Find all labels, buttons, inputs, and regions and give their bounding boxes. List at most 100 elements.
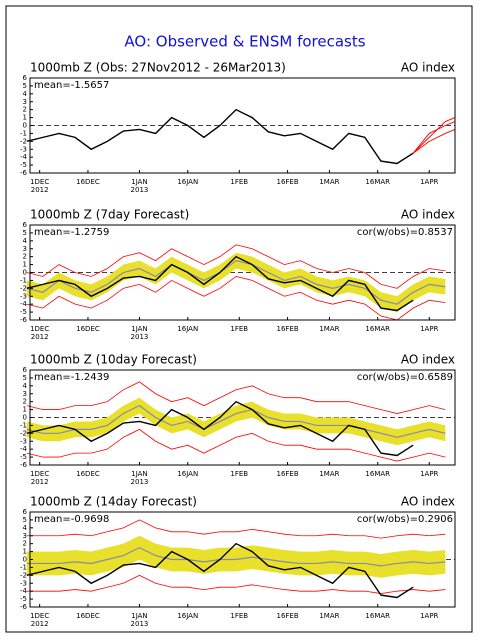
y-tick-label: 0 bbox=[23, 269, 27, 277]
spread-band bbox=[26, 535, 446, 578]
panel-right-label: AO index bbox=[401, 495, 455, 509]
y-tick-label: 2 bbox=[23, 398, 27, 406]
y-tick-label: -3 bbox=[20, 145, 27, 153]
x-tick-label: 1MAR bbox=[319, 612, 339, 620]
y-tick-label: 0 bbox=[23, 414, 27, 422]
y-tick-label: -5 bbox=[20, 453, 27, 461]
x-tick-label: 1JAN bbox=[131, 612, 147, 620]
x-tick-label: 16FEB bbox=[276, 325, 298, 333]
y-tick-label: -5 bbox=[20, 595, 27, 603]
y-tick-label: 5 bbox=[23, 516, 27, 524]
y-tick-label: -6 bbox=[20, 316, 28, 324]
y-tick-label: -6 bbox=[20, 169, 28, 177]
ensemble-mean bbox=[26, 259, 446, 305]
y-tick-label: -1 bbox=[20, 276, 27, 284]
y-tick-label: -5 bbox=[20, 308, 27, 316]
y-tick-label: 5 bbox=[23, 229, 27, 237]
y-tick-label: -1 bbox=[20, 421, 27, 429]
spread-band bbox=[26, 397, 446, 446]
y-tick-label: -4 bbox=[20, 153, 28, 161]
y-tick-label: 1 bbox=[23, 114, 27, 122]
spread-band bbox=[26, 252, 446, 313]
envelope-line bbox=[26, 519, 446, 539]
year-label: 2013 bbox=[131, 478, 149, 486]
envelope-line bbox=[26, 428, 446, 462]
x-tick-label: 1FEB bbox=[230, 612, 248, 620]
y-tick-label: 3 bbox=[23, 98, 27, 106]
year-label: 2013 bbox=[131, 620, 149, 628]
envelope-line bbox=[26, 381, 446, 414]
panel-title: 1000mb Z (10day Forecast) bbox=[30, 353, 197, 367]
x-tick-label: 1APR bbox=[420, 470, 438, 478]
observed-line bbox=[26, 255, 414, 312]
panel-title: 1000mb Z (14day Forecast) bbox=[30, 495, 197, 509]
y-tick-label: 2 bbox=[23, 540, 27, 548]
x-tick-label: 16JAN bbox=[177, 470, 198, 478]
y-tick-label: -1 bbox=[20, 129, 27, 137]
x-tick-label: 16DEC bbox=[76, 325, 100, 333]
x-tick-label: 16JAN bbox=[177, 178, 198, 186]
x-tick-label: 1JAN bbox=[131, 325, 147, 333]
y-tick-label: 3 bbox=[23, 532, 27, 540]
panel-title: 1000mb Z (Obs: 27Nov2012 - 26Mar2013) bbox=[30, 61, 286, 75]
x-tick-label: 1APR bbox=[420, 178, 438, 186]
ensemble-mean bbox=[26, 404, 446, 438]
y-tick-label: -5 bbox=[20, 161, 27, 169]
x-tick-label: 16DEC bbox=[76, 470, 100, 478]
year-label: 2013 bbox=[131, 333, 149, 341]
y-tick-label: 0 bbox=[23, 556, 27, 564]
envelope-line bbox=[26, 574, 446, 594]
y-tick-label: 2 bbox=[23, 106, 27, 114]
year-label: 2012 bbox=[31, 333, 49, 341]
y-tick-label: -3 bbox=[20, 579, 27, 587]
y-tick-label: -2 bbox=[20, 571, 27, 579]
y-tick-label: 4 bbox=[23, 90, 28, 98]
y-tick-label: 6 bbox=[23, 508, 28, 516]
forecast-line bbox=[412, 117, 456, 154]
y-tick-label: 1 bbox=[23, 548, 27, 556]
y-tick-label: -2 bbox=[20, 429, 27, 437]
y-tick-label: -6 bbox=[20, 603, 28, 611]
y-tick-label: 6 bbox=[23, 366, 28, 374]
x-tick-label: 16MAR bbox=[365, 178, 390, 186]
mean-stat: mean=-1.2759 bbox=[34, 227, 109, 238]
y-tick-label: 4 bbox=[23, 524, 28, 532]
y-tick-label: -2 bbox=[20, 137, 27, 145]
x-tick-label: 1APR bbox=[420, 612, 438, 620]
y-tick-label: 4 bbox=[23, 382, 28, 390]
mean-stat: mean=-0.9698 bbox=[34, 514, 109, 525]
panel-right-label: AO index bbox=[401, 61, 455, 75]
observed-line bbox=[26, 400, 414, 457]
y-tick-label: 4 bbox=[23, 237, 28, 245]
x-tick-label: 16DEC bbox=[76, 178, 100, 186]
x-tick-label: 1FEB bbox=[230, 470, 248, 478]
cor-stat: cor(w/obs)=0.2906 bbox=[357, 514, 453, 525]
y-tick-label: 3 bbox=[23, 245, 27, 253]
y-tick-label: 5 bbox=[23, 374, 27, 382]
cor-stat: cor(w/obs)=0.6589 bbox=[357, 372, 453, 383]
year-label: 2012 bbox=[31, 186, 49, 194]
frame bbox=[5, 5, 473, 633]
x-tick-label: 16FEB bbox=[276, 178, 298, 186]
forecast-line bbox=[412, 129, 456, 154]
x-tick-label: 1DEC bbox=[30, 325, 49, 333]
y-tick-label: 1 bbox=[23, 406, 27, 414]
x-tick-label: 16DEC bbox=[76, 612, 100, 620]
x-tick-label: 16MAR bbox=[365, 612, 390, 620]
x-tick-label: 1APR bbox=[420, 325, 438, 333]
x-tick-label: 1DEC bbox=[30, 612, 49, 620]
y-tick-label: -4 bbox=[20, 445, 28, 453]
figure-title: AO: Observed & ENSM forecasts bbox=[124, 33, 365, 51]
x-tick-label: 16MAR bbox=[365, 325, 390, 333]
mean-stat: mean=-1.5657 bbox=[34, 80, 109, 91]
envelope-line bbox=[26, 244, 446, 289]
panel-right-label: AO index bbox=[401, 208, 455, 222]
x-tick-label: 1DEC bbox=[30, 470, 49, 478]
x-tick-label: 16JAN bbox=[177, 325, 198, 333]
y-tick-label: 3 bbox=[23, 390, 27, 398]
panel-title: 1000mb Z (7day Forecast) bbox=[30, 208, 189, 222]
x-tick-label: 1JAN bbox=[131, 470, 147, 478]
y-tick-label: 0 bbox=[23, 122, 27, 130]
envelope-line bbox=[26, 276, 446, 321]
